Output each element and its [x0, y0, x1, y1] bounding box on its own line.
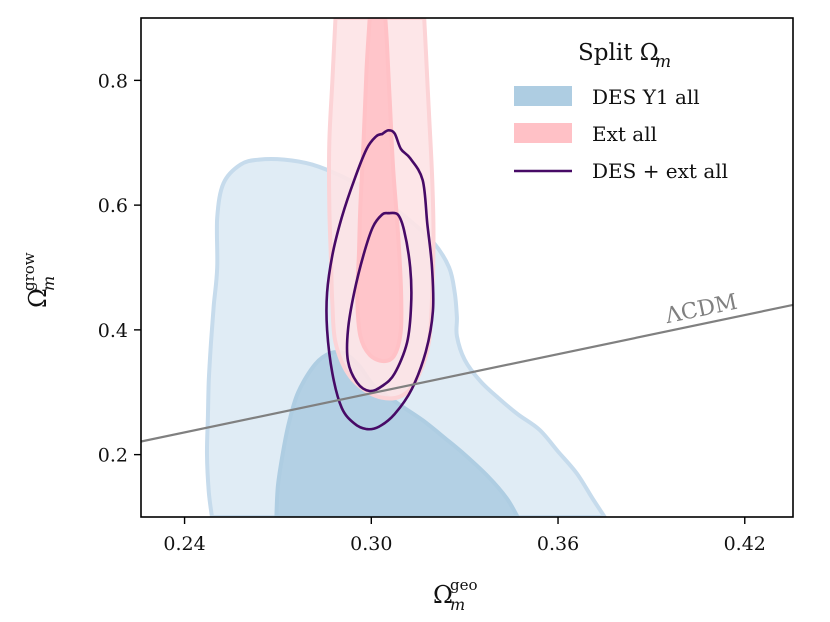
- x-tick-label: 0.24: [163, 533, 205, 555]
- y-tick-label: 0.8: [98, 70, 128, 92]
- svg-text:m: m: [655, 52, 671, 72]
- x-tick-label: 0.36: [537, 533, 579, 555]
- svg-text:Ω: Ω: [24, 288, 52, 308]
- svg-text:Split Ω: Split Ω: [578, 40, 659, 66]
- lcdm-line: [141, 303, 793, 443]
- svg-text:m: m: [39, 276, 58, 291]
- y-tick-label: 0.4: [98, 320, 128, 342]
- legend-label-ext: Ext all: [592, 122, 657, 146]
- legend-label-des: DES Y1 all: [592, 85, 700, 109]
- legend-swatch-ext: [514, 123, 572, 143]
- legend-label-combined: DES + ext all: [592, 159, 728, 183]
- legend-swatch-des: [514, 86, 572, 106]
- svg-text:grow: grow: [20, 252, 38, 291]
- y-axis: 0.2 0.4 0.6 0.8: [98, 70, 141, 467]
- svg-text:geo: geo: [450, 576, 478, 594]
- legend-title: Split Ω m: [578, 40, 671, 72]
- contour-des-ext-all-68: [345, 211, 413, 393]
- contour-layer: [204, 18, 607, 517]
- y-axis-label: Ω m grow: [20, 252, 58, 308]
- y-tick-label: 0.2: [98, 445, 128, 467]
- contour-ext-all-68: [355, 18, 404, 364]
- plot-frame: [140, 17, 794, 518]
- svg-text:Ω: Ω: [433, 581, 453, 609]
- contour-des-ext-all-95: [325, 128, 435, 431]
- x-tick-label: 0.42: [724, 533, 766, 555]
- svg-text:m: m: [450, 595, 465, 614]
- x-axis: 0.24 0.30 0.36 0.42: [163, 517, 766, 555]
- x-tick-label: 0.30: [350, 533, 392, 555]
- y-tick-label: 0.6: [98, 195, 128, 217]
- reference-line-layer: [141, 303, 793, 443]
- x-axis-label: Ω m geo: [433, 576, 478, 614]
- legend: Split Ω m DES Y1 all Ext all DES + ext a…: [514, 40, 728, 183]
